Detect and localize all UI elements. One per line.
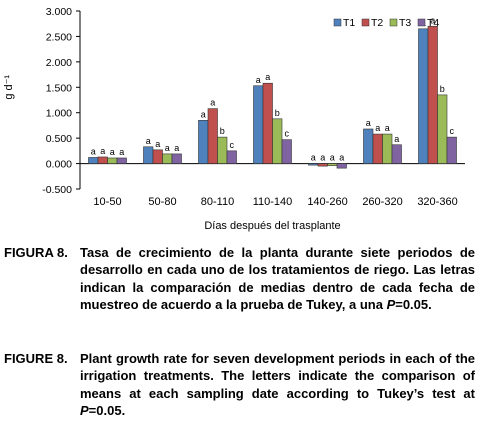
x-category-label: 50-80 (148, 196, 176, 208)
significance-letter: a (100, 146, 105, 156)
y-tick-label: 2.000 (46, 57, 72, 69)
caption-spanish: FIGURA 8. Tasa de crecimiento de la plan… (4, 244, 475, 314)
significance-letter: a (119, 147, 124, 157)
bar-chart-svg: -0.500 0.000 0.500 1.000 1.500 2.000 2.500 3.00… (3, 6, 465, 232)
growth-rate-chart: -0.500 0.000 0.500 1.000 1.500 2.000 2.500 3.00… (3, 6, 465, 232)
significance-letter: a (385, 123, 390, 133)
bar-t3 (162, 153, 173, 164)
significance-letter: c (285, 129, 290, 139)
significance-letter: c (450, 126, 455, 136)
significance-letter: a (174, 143, 179, 153)
bar-t3 (272, 118, 283, 164)
bar-t2 (97, 156, 108, 164)
bar-t4 (171, 153, 182, 164)
significance-letter: a (265, 72, 270, 82)
significance-letter: a (155, 139, 160, 149)
x-category-label: 320-360 (417, 196, 457, 208)
y-tick-label: 1.000 (46, 108, 72, 120)
significance-letter: b (275, 108, 280, 118)
y-axis-title: g d⁻¹ (3, 75, 15, 100)
caption-spanish-text: Tasa de crecimiento de la planta durante… (80, 245, 475, 313)
bar-t3 (327, 163, 338, 166)
significance-letter: b (220, 126, 225, 136)
bar-t3 (437, 94, 448, 164)
bar-t1 (143, 146, 154, 164)
bar-t2 (152, 149, 163, 164)
significance-letter: a (165, 143, 170, 153)
bar-t4 (446, 136, 457, 164)
significance-letter: a (110, 147, 115, 157)
y-tick-label: 2.500 (46, 31, 72, 43)
x-category-label: 140-260 (307, 196, 347, 208)
significance-letter: a (339, 153, 344, 163)
significance-letter: a (91, 146, 96, 156)
x-axis-title: Días después del trasplante (204, 220, 340, 232)
significance-letter: a (366, 118, 371, 128)
legend-label-t3: T3 (399, 17, 411, 29)
legend-swatch-t4 (417, 18, 426, 27)
y-tick-label: -0.500 (42, 184, 72, 196)
y-tick-label: 0.500 (46, 133, 72, 145)
significance-letter: a (430, 15, 435, 25)
legend-swatch-t2 (361, 18, 370, 27)
bar-t3 (382, 133, 393, 164)
x-category-label: 260-320 (362, 196, 402, 208)
significance-letter: c (230, 140, 235, 150)
legend-label-t1: T1 (343, 17, 355, 29)
bar-t1 (198, 120, 209, 164)
significance-letter: a (394, 134, 399, 144)
significance-letter: a (146, 136, 151, 146)
significance-letter: a (330, 153, 335, 163)
y-tick-label: 1.500 (46, 82, 72, 94)
bar-t2 (207, 108, 218, 164)
bar-t1 (253, 85, 264, 164)
legend-label-t2: T2 (371, 17, 383, 29)
significance-letter: a (320, 153, 325, 163)
legend-swatch-t1 (333, 18, 342, 27)
bar-t1 (308, 163, 319, 166)
caption-english-label: FIGURE 8. (4, 351, 68, 366)
bar-t1 (363, 128, 374, 164)
x-category-label: 10-50 (93, 196, 121, 208)
bar-t1 (88, 157, 99, 164)
significance-letter: a (256, 75, 261, 85)
bar-t2 (262, 82, 273, 164)
bar-t4 (226, 150, 237, 164)
legend-swatch-t3 (389, 18, 398, 27)
bar-t2 (427, 25, 438, 164)
caption-spanish-label: FIGURA 8. (4, 245, 68, 260)
significance-letter: a (210, 98, 215, 108)
x-category-label: 110-140 (253, 196, 293, 208)
bar-t4 (281, 139, 292, 164)
significance-letter: a (311, 153, 316, 163)
x-category-label: 80-110 (201, 196, 234, 208)
significance-letter: a (201, 109, 206, 119)
significance-letter: b (440, 84, 445, 94)
legend-label-t4: T4 (427, 17, 439, 29)
bar-t3 (217, 136, 228, 164)
bar-t3 (107, 157, 118, 164)
y-tick-label: 3.000 (46, 6, 72, 18)
caption-english-text: Plant growth rate for seven development … (80, 351, 475, 419)
bar-t4 (336, 163, 347, 169)
bar-t4 (391, 144, 402, 164)
significance-letter: a (375, 123, 380, 133)
bar-t4 (116, 157, 127, 164)
bar-t1 (418, 28, 429, 164)
y-tick-label: 0.000 (46, 159, 72, 171)
caption-english: FIGURE 8. Plant growth rate for seven de… (4, 350, 475, 420)
bar-t2 (317, 163, 328, 167)
bar-t2 (372, 133, 383, 164)
